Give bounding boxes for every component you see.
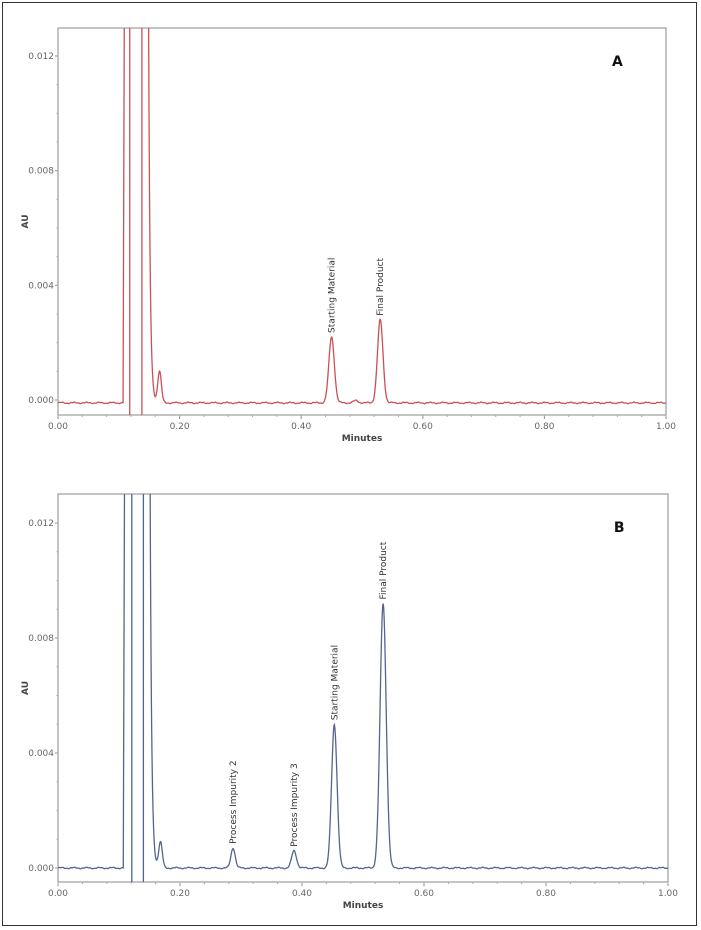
x-axis-label: Minutes — [343, 901, 384, 911]
y-axis-label: AU — [21, 215, 31, 229]
x-tick-label: 0.40 — [292, 889, 312, 899]
peak-label: Process Impurity 3 — [290, 763, 300, 846]
chart-panel-b: 0.00 0.20 0.40 0.60 0.80 1.00 0.000 0.004 0.008 0… — [21, 493, 678, 911]
plot-area — [57, 493, 669, 883]
x-tick-label: 0.60 — [414, 889, 434, 899]
x-tick-label: 0.80 — [536, 889, 556, 899]
x-tick-label: 0.20 — [170, 422, 190, 432]
x-tick-label: 0.60 — [413, 422, 433, 432]
chart-panel-a: 0.00 0.20 0.40 0.60 0.80 1.00 0.000 0.004 0.008 0… — [21, 27, 676, 444]
x-tick-label: 1.00 — [658, 889, 678, 899]
peak-label: Process Impurity 2 — [229, 760, 239, 843]
peak-label: Final Product — [379, 541, 389, 599]
y-tick-label: 0.004 — [28, 281, 54, 291]
y-axis-label: AU — [21, 681, 31, 695]
chromatogram-trace — [58, 494, 668, 870]
x-tick-label: 0.80 — [534, 422, 554, 432]
y-tick-label: 0.000 — [28, 396, 54, 406]
y-tick-label: 0.008 — [28, 167, 54, 177]
chromatogram-trace — [58, 28, 666, 405]
y-tick-label: 0.004 — [28, 749, 54, 759]
x-tick-label: 0.00 — [48, 422, 68, 432]
x-tick-label: 0.20 — [170, 889, 190, 899]
y-tick-label: 0.012 — [28, 52, 54, 62]
peak-label: Starting Material — [328, 258, 338, 333]
x-axis-label: Minutes — [342, 434, 383, 444]
panel-label: B — [614, 520, 625, 536]
x-tick-label: 0.40 — [291, 422, 311, 432]
x-tick-label: 0.00 — [48, 889, 68, 899]
plot-area — [57, 27, 667, 416]
peak-label: Final Product — [376, 257, 386, 315]
peak-label: Starting Material — [330, 645, 340, 720]
y-tick-label: 0.000 — [28, 864, 54, 874]
y-tick-label: 0.008 — [28, 634, 54, 644]
y-tick-label: 0.012 — [28, 519, 54, 529]
x-tick-label: 1.00 — [656, 422, 676, 432]
panel-label: A — [612, 54, 623, 70]
